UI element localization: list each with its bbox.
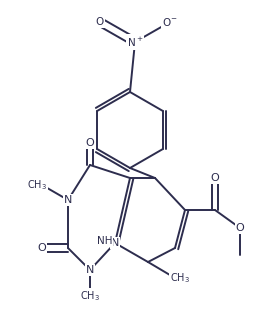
Text: CH$_3$: CH$_3$ [170,271,190,285]
Text: N: N [111,238,119,248]
Text: NH: NH [97,236,112,246]
Text: CH$_3$: CH$_3$ [27,178,47,192]
Text: N$^+$: N$^+$ [127,35,143,49]
Text: CH$_3$: CH$_3$ [80,289,100,303]
Text: O: O [38,243,46,253]
Text: O$^{-}$: O$^{-}$ [162,16,178,28]
Text: N: N [86,265,94,275]
Text: O: O [211,173,219,183]
Text: N: N [64,195,72,205]
Text: O: O [236,223,244,233]
Text: O: O [96,17,104,27]
Text: O: O [86,138,94,148]
